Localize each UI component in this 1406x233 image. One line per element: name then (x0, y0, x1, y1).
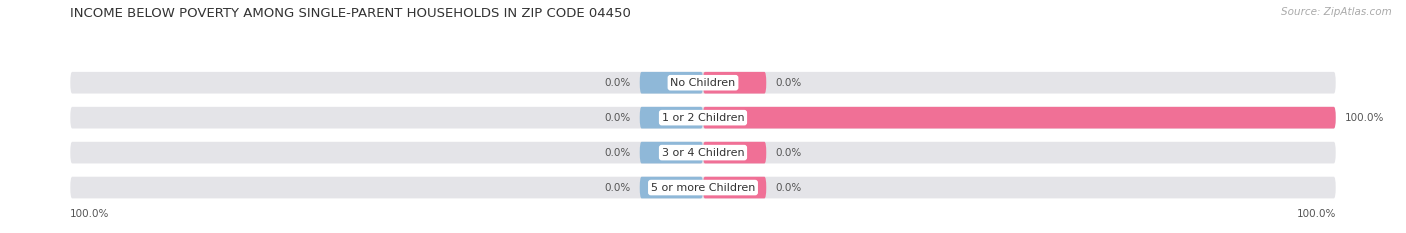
FancyBboxPatch shape (703, 177, 766, 199)
Text: 100.0%: 100.0% (70, 209, 110, 219)
FancyBboxPatch shape (703, 107, 1336, 129)
FancyBboxPatch shape (640, 107, 703, 129)
Text: 0.0%: 0.0% (605, 148, 630, 158)
Text: 100.0%: 100.0% (1346, 113, 1385, 123)
Text: 1 or 2 Children: 1 or 2 Children (662, 113, 744, 123)
Text: 0.0%: 0.0% (605, 183, 630, 192)
FancyBboxPatch shape (70, 72, 1336, 94)
Text: 0.0%: 0.0% (776, 78, 801, 88)
FancyBboxPatch shape (640, 142, 703, 164)
Text: 0.0%: 0.0% (605, 113, 630, 123)
FancyBboxPatch shape (640, 177, 703, 199)
Text: 3 or 4 Children: 3 or 4 Children (662, 148, 744, 158)
Text: 0.0%: 0.0% (776, 148, 801, 158)
FancyBboxPatch shape (70, 177, 1336, 199)
Text: No Children: No Children (671, 78, 735, 88)
FancyBboxPatch shape (70, 142, 1336, 164)
FancyBboxPatch shape (70, 107, 1336, 129)
Text: 5 or more Children: 5 or more Children (651, 183, 755, 192)
FancyBboxPatch shape (703, 142, 766, 164)
Text: Source: ZipAtlas.com: Source: ZipAtlas.com (1281, 7, 1392, 17)
FancyBboxPatch shape (640, 72, 703, 94)
FancyBboxPatch shape (703, 72, 766, 94)
Text: 0.0%: 0.0% (605, 78, 630, 88)
Text: 0.0%: 0.0% (776, 183, 801, 192)
Text: 100.0%: 100.0% (1296, 209, 1336, 219)
Text: INCOME BELOW POVERTY AMONG SINGLE-PARENT HOUSEHOLDS IN ZIP CODE 04450: INCOME BELOW POVERTY AMONG SINGLE-PARENT… (70, 7, 631, 20)
